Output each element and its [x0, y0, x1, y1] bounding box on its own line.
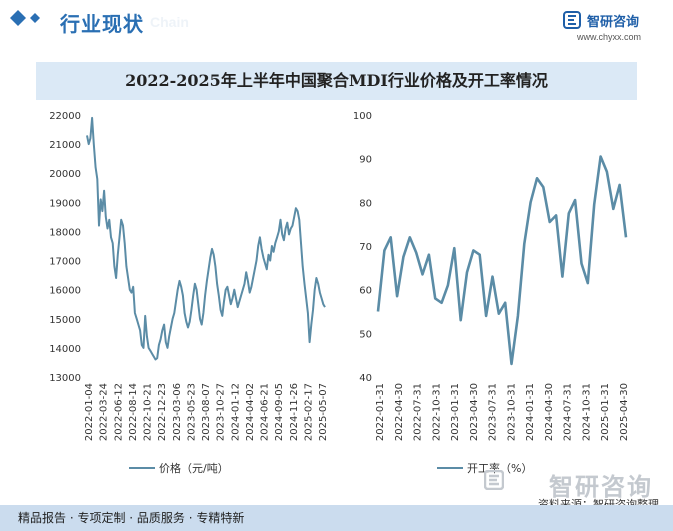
x-tick-label: 2025-02-17: [303, 383, 314, 441]
x-tick-label: 2022-10-21: [143, 383, 154, 441]
x-tick-label: 2023-04-30: [469, 383, 480, 441]
x-tick-label: 2023-05-23: [186, 383, 197, 441]
x-tick-label: 2025-05-07: [318, 383, 329, 441]
title-band: 2022-2025年上半年中国聚合MDI行业价格及开工率情况: [36, 62, 637, 100]
x-tick-label: 2022-01-31: [375, 383, 386, 441]
y-tick-label: 60: [359, 286, 372, 297]
legend-label: 开工率（%）: [467, 461, 532, 475]
x-tick-label: 2022-04-30: [394, 383, 405, 441]
y-tick-label: 22000: [49, 111, 81, 122]
y-tick-label: 50: [359, 329, 372, 340]
x-tick-label: 2022-12-23: [157, 383, 168, 441]
x-tick-label: 2025-01-31: [600, 383, 611, 441]
x-tick-label: 2024-04-30: [544, 383, 555, 441]
y-tick-label: 17000: [49, 257, 81, 268]
series-line: [376, 155, 628, 366]
y-tick-label: 90: [359, 155, 372, 166]
x-tick-label: 2024-06-21: [260, 383, 271, 441]
charts-area: 13000 14000 15000 16000 17000 18000 19000 20000…: [49, 111, 630, 475]
y-tick-label: 80: [359, 198, 372, 209]
diamond-small-icon: [30, 13, 40, 23]
y-tick-label: 100: [353, 111, 372, 122]
series-line: [86, 116, 326, 361]
footer-tagline: 精品报告 · 专项定制 · 品质服务 · 专精特新: [18, 511, 245, 525]
x-tick-label: 2022-07-31: [413, 383, 424, 441]
section-title: 行业现状: [60, 12, 144, 36]
y-tick-label: 40: [359, 373, 372, 384]
chart-title: 2022-2025年上半年中国聚合MDI行业价格及开工率情况: [125, 71, 548, 90]
y-tick-label: 20000: [49, 169, 81, 180]
logo-name: 智研咨询: [587, 15, 640, 30]
y-tick-label: 21000: [49, 140, 81, 151]
x-tick-label: 2023-03-06: [172, 383, 183, 441]
x-tick-label: 2023-01-31: [450, 383, 461, 441]
brand-logo: 智研咨询 www.chyxx.com: [563, 6, 663, 46]
watermark-logo-icon: [484, 470, 504, 490]
x-tick-label: 2024-07-31: [563, 383, 574, 441]
x-tick-label: 2022-01-04: [84, 383, 95, 441]
x-tick-label: 2025-04-30: [619, 383, 630, 441]
x-tick-label: 2022-03-24: [99, 383, 110, 441]
y-tick-label: 70: [359, 242, 372, 253]
x-tick-label: 2024-09-05: [274, 383, 285, 441]
header: 行业现状 Chain 智研咨询 www.chyxx.com: [0, 0, 673, 46]
x-tick-label: 2022-06-12: [113, 383, 124, 441]
x-tick-label: 2023-10-31: [506, 383, 517, 441]
x-tick-label: 2024-11-26: [289, 383, 300, 441]
x-tick-label: 2022-08-14: [128, 383, 139, 441]
y-tick-label: 18000: [49, 227, 81, 238]
x-tick-label: 2023-08-07: [201, 383, 212, 441]
x-tick-label: 2024-04-02: [245, 383, 256, 441]
x-tick-label: 2023-07-31: [488, 383, 499, 441]
x-tick-label: 2023-10-27: [216, 383, 227, 441]
y-tick-label: 19000: [49, 198, 81, 209]
legend-label: 价格（元/吨）: [159, 461, 229, 475]
x-tick-label: 2024-01-31: [525, 383, 536, 441]
y-tick-label: 16000: [49, 286, 81, 297]
x-tick-label: 2024-10-31: [581, 383, 592, 441]
logo-mark-icon: [563, 11, 581, 29]
diamond-icon: [10, 10, 26, 26]
y-tick-label: 14000: [49, 344, 81, 355]
watermark-text: 智研咨询: [549, 473, 653, 501]
y-tick-label: 13000: [49, 373, 81, 384]
footer-band: 精品报告 · 专项定制 · 品质服务 · 专精特新: [0, 505, 673, 531]
y-tick-label: 15000: [49, 315, 81, 326]
logo-url: www.chyxx.com: [577, 32, 642, 42]
x-tick-label: 2022-10-31: [431, 383, 442, 441]
x-tick-label: 2024-01-12: [230, 383, 241, 441]
ghost-text: Chain: [150, 14, 189, 30]
